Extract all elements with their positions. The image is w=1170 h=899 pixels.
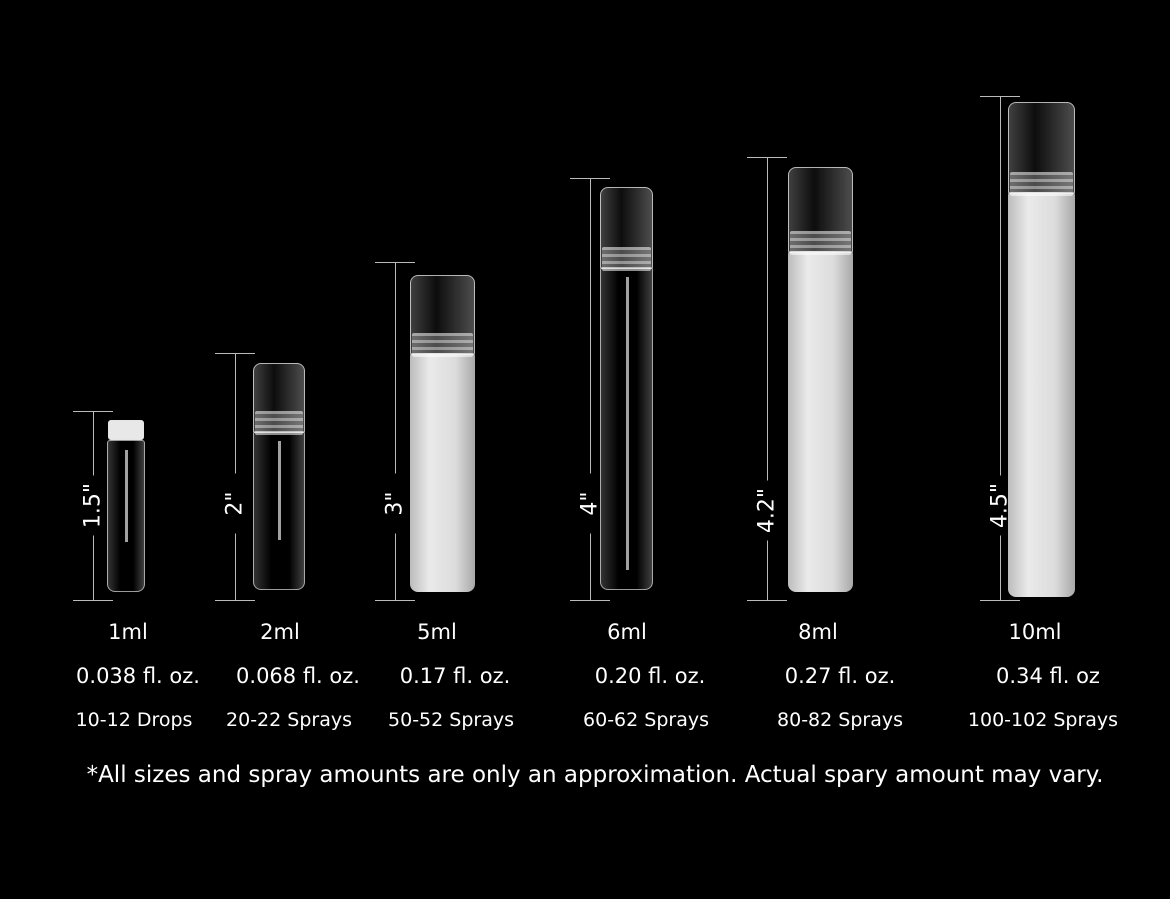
bottle-collar	[255, 411, 303, 435]
height-tick-top	[747, 157, 787, 158]
spray-count-label: 50-52 Sprays	[388, 709, 514, 731]
spray-count-label: 10-12 Drops	[75, 709, 193, 731]
spray-count-label: 20-22 Sprays	[226, 709, 352, 731]
height-tick-top	[215, 353, 255, 354]
bottle-image	[410, 275, 475, 592]
height-label: 1.5"	[76, 475, 110, 536]
volume-label: 6ml	[607, 620, 647, 644]
height-tick-bottom	[570, 600, 610, 601]
spray-count-label: 80-82 Sprays	[777, 709, 903, 731]
bottle-image	[253, 363, 305, 590]
volume-label: 1ml	[108, 620, 148, 644]
height-label: 2"	[218, 473, 252, 534]
height-measure-line	[590, 178, 591, 600]
fl-oz-label: 0.068 fl. oz.	[236, 664, 360, 688]
height-tick-bottom	[747, 600, 787, 601]
bottle-collar	[412, 333, 473, 357]
height-tick-bottom	[980, 600, 1020, 601]
volume-label: 2ml	[260, 620, 300, 644]
height-tick-bottom	[73, 600, 113, 601]
fl-oz-label: 0.34 fl. oz	[996, 664, 1100, 688]
bottle-collar	[602, 247, 651, 271]
dip-tube	[125, 450, 128, 542]
height-tick-top	[570, 178, 610, 179]
fl-oz-label: 0.27 fl. oz.	[784, 664, 896, 688]
height-tick-top	[73, 411, 113, 412]
bottle-body	[410, 353, 475, 592]
bottle-image	[107, 420, 145, 592]
dip-tube	[278, 441, 281, 540]
fl-oz-label: 0.17 fl. oz.	[399, 664, 511, 688]
volume-label: 8ml	[798, 620, 838, 644]
height-measure-line	[395, 262, 396, 600]
height-label: 4.2"	[750, 480, 784, 541]
spray-count-label: 100-102 Sprays	[967, 709, 1119, 731]
height-measure-line	[1000, 96, 1001, 600]
dip-tube	[625, 277, 629, 570]
bottle-body	[1008, 192, 1075, 597]
bottle-image	[1008, 102, 1075, 597]
height-tick-bottom	[375, 600, 415, 601]
height-tick-top	[375, 262, 415, 263]
height-tick-bottom	[215, 600, 255, 601]
fl-oz-label: 0.20 fl. oz.	[594, 664, 706, 688]
spray-count-label: 60-62 Sprays	[583, 709, 709, 731]
bottle-cap	[108, 420, 144, 440]
bottle-collar	[1010, 172, 1073, 196]
bottle-body	[788, 251, 853, 592]
height-label: 3"	[378, 473, 412, 534]
volume-label: 10ml	[1008, 620, 1062, 644]
fl-oz-label: 0.038 fl. oz.	[76, 664, 200, 688]
footnote: *All sizes and spray amounts are only an…	[86, 762, 1104, 788]
bottle-collar	[790, 231, 851, 255]
bottle-image	[600, 187, 653, 590]
volume-label: 5ml	[417, 620, 457, 644]
height-tick-top	[980, 96, 1020, 97]
height-measure-line	[767, 157, 768, 600]
bottle-image	[788, 167, 853, 592]
